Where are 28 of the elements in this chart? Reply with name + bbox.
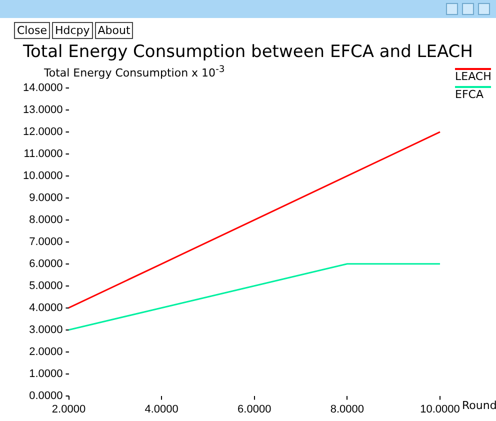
x-tick-label: 10.0000 <box>420 403 460 416</box>
text: About <box>94 22 134 39</box>
text: Hdcpy <box>52 22 93 39</box>
y-tick-label: 13.0000 <box>22 104 63 116</box>
x-tick-label: 2.0000 <box>52 403 86 416</box>
y-tick-label: 4.0000 <box>29 302 63 314</box>
y-tick-label: 10.0000 <box>22 170 63 182</box>
y-tick-label: 12.0000 <box>22 126 63 138</box>
y-tick-label: 7.0000 <box>29 236 63 248</box>
x-axis-title: Round <box>462 399 496 412</box>
x-tick-label: 4.0000 <box>144 403 178 416</box>
y-tick-label: 1.0000 <box>29 368 63 380</box>
y-tick-label: 11.0000 <box>24 148 63 160</box>
x-tick-label: 6.0000 <box>238 403 272 416</box>
y-tick-label: 2.0000 <box>29 346 63 358</box>
legend-label: LEACH <box>455 68 492 83</box>
y-tick-label: 3.0000 <box>29 324 63 336</box>
y-tick-label: 14.0000 <box>22 82 63 94</box>
y-tick-label: 0.0000 <box>29 390 63 402</box>
y-tick-label: 6.0000 <box>29 258 63 270</box>
y-axis-title: Total Energy Consumption x 10$^{-3}$ <box>44 64 225 80</box>
legend-label: EFCA <box>455 86 492 101</box>
x-tick-label: 8.0000 <box>330 403 364 416</box>
text: Close <box>14 22 50 39</box>
y-tick-label: 9.0000 <box>29 192 63 204</box>
chart-title: Total Energy Consumption between EFCA and LEACH <box>22 42 474 62</box>
y-tick-label: 8.0000 <box>29 214 63 226</box>
y-tick-label: 5.0000 <box>29 280 63 292</box>
